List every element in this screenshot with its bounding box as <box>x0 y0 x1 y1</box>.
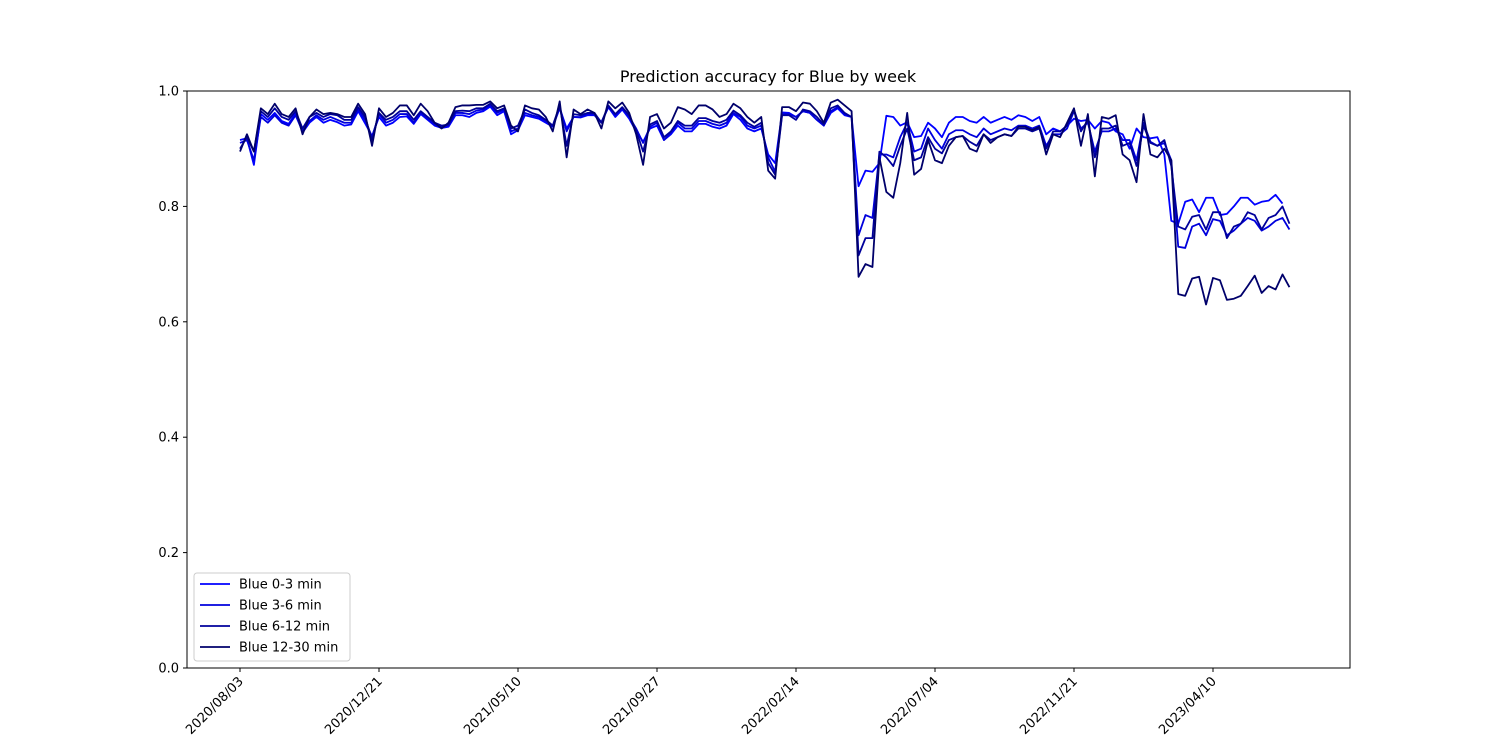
y-tick-label: 0.8 <box>158 200 179 215</box>
legend-label-1: Blue 0-3 min <box>239 578 322 593</box>
plot-area <box>187 91 1350 668</box>
y-tick-label: 0.2 <box>158 546 179 561</box>
y-tick-label: 1.0 <box>158 85 179 100</box>
x-tick-label: 2020/12/21 <box>322 674 386 738</box>
series-line-4 <box>239 98 1291 306</box>
y-tick-label: 0.0 <box>158 662 179 677</box>
series-layer <box>239 98 1291 306</box>
chart-title: Prediction accuracy for Blue by week <box>620 67 917 86</box>
legend-label-2: Blue 3-6 min <box>239 599 322 614</box>
x-tick-label: 2022/07/04 <box>878 674 942 738</box>
legend-label-3: Blue 6-12 min <box>239 620 330 635</box>
x-tick-label: 2021/09/27 <box>600 674 664 738</box>
y-tick-label: 0.6 <box>158 315 179 330</box>
x-tick-label: 2021/05/10 <box>461 674 525 738</box>
plot-frame <box>186 90 1351 669</box>
x-tick-label: 2020/08/03 <box>183 674 247 738</box>
x-tick-label: 2022/11/21 <box>1017 674 1081 738</box>
legend-label-4: Blue 12-30 min <box>239 641 338 656</box>
plot-background <box>187 91 1350 668</box>
y-tick-label: 0.4 <box>158 431 179 446</box>
x-tick-label: 2022/02/14 <box>739 674 803 738</box>
x-tick-label: 2023/04/10 <box>1156 674 1220 738</box>
legend: Blue 0-3 min Blue 3-6 min Blue 6-12 min Blu… <box>193 572 351 662</box>
legend-box <box>193 572 351 662</box>
